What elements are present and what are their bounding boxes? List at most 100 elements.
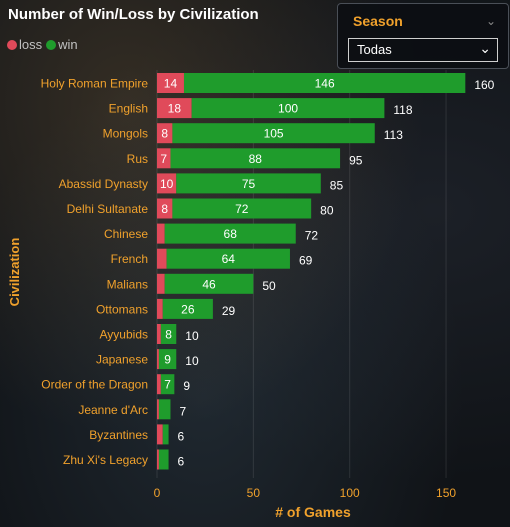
x-tick-label: 100 (340, 486, 360, 500)
bar-loss[interactable] (157, 123, 173, 144)
legend-win-label: win (58, 37, 78, 52)
bar-win[interactable] (162, 424, 169, 445)
category-label: Ayyubids (100, 328, 148, 342)
category-label: Delhi Sultanate (67, 202, 149, 216)
data-label-loss: 10 (160, 177, 174, 191)
slicer-collapse-icon[interactable]: ⌄ (485, 14, 496, 28)
category-label: Ottomans (96, 302, 148, 316)
category-label: English (109, 102, 148, 116)
chart-title: Number of Win/Loss by Civilization (8, 6, 259, 23)
data-label-win: 100 (278, 102, 298, 116)
bar-win[interactable] (160, 374, 175, 395)
category-label: Holy Roman Empire (41, 77, 149, 91)
bar-loss[interactable] (157, 324, 161, 344)
bar-win[interactable] (172, 123, 375, 144)
data-label-total: 160 (474, 78, 494, 92)
bar-loss[interactable] (157, 349, 159, 370)
bar-loss[interactable] (157, 198, 173, 219)
category-label: Rus (127, 152, 148, 166)
data-label-win: 7 (164, 378, 171, 392)
bar-loss[interactable] (157, 374, 161, 395)
data-label-win: 68 (224, 227, 238, 241)
x-tick-label: 0 (154, 486, 161, 500)
data-label-win: 105 (264, 127, 284, 141)
bar-win[interactable] (158, 399, 171, 420)
data-label-total: 80 (320, 204, 334, 218)
data-label-win: 46 (202, 277, 216, 291)
data-label-win: 75 (242, 177, 256, 191)
legend-win-dot (46, 39, 57, 50)
data-label-win: 146 (315, 77, 335, 91)
legend-item-win[interactable]: win (46, 37, 78, 52)
bar-win[interactable] (170, 148, 341, 169)
data-label-loss: 8 (161, 202, 168, 216)
data-label-win: 64 (222, 252, 236, 266)
legend-loss-dot (7, 39, 17, 50)
slicer-title: Season (353, 13, 403, 29)
data-label-win: 72 (235, 202, 249, 216)
category-label: Jeanne d'Arc (78, 403, 148, 417)
bar-loss[interactable] (157, 248, 167, 269)
bar-loss[interactable] (157, 223, 165, 244)
x-tick-label: 50 (247, 486, 261, 500)
bar-loss[interactable] (157, 298, 163, 319)
bar-win[interactable] (162, 298, 213, 319)
data-label-total: 7 (179, 404, 186, 418)
data-label-loss: 14 (164, 77, 178, 91)
category-label: Byzantines (89, 428, 148, 442)
data-label-total: 50 (262, 279, 276, 293)
category-label: Abassid Dynasty (59, 177, 148, 191)
x-axis-title: # of Games (275, 504, 351, 520)
legend-item-loss[interactable]: loss (7, 37, 42, 52)
data-label-win: 88 (249, 152, 263, 166)
bar-win[interactable] (176, 173, 321, 194)
data-label-total: 95 (349, 153, 363, 167)
category-label: Chinese (104, 227, 148, 241)
bar-loss[interactable] (157, 73, 184, 93)
bar-win[interactable] (191, 98, 385, 119)
data-label-total: 72 (305, 229, 319, 243)
bar-win[interactable] (164, 223, 296, 244)
season-slicer: Season ⌄ Todas ⌄ (337, 3, 509, 69)
category-label: Zhu Xi's Legacy (63, 453, 148, 467)
bar-win[interactable] (183, 73, 466, 93)
bar-win[interactable] (160, 324, 177, 344)
data-label-loss: 8 (161, 127, 168, 141)
legend: loss win (7, 37, 78, 52)
x-tick-label: 150 (436, 486, 456, 500)
bar-win[interactable] (164, 273, 254, 294)
bar-loss[interactable] (157, 273, 165, 294)
bar-loss[interactable] (157, 399, 159, 420)
chevron-down-icon: ⌄ (479, 40, 491, 56)
data-label-total: 118 (393, 103, 412, 117)
data-label-total: 10 (185, 354, 199, 368)
data-label-win: 8 (165, 328, 172, 342)
bar-win[interactable] (158, 449, 169, 470)
bar-loss[interactable] (157, 424, 163, 445)
data-label-loss: 7 (160, 152, 167, 166)
data-label-total: 6 (178, 455, 185, 469)
data-label-loss: 18 (168, 102, 182, 116)
category-label: Mongols (103, 127, 148, 141)
bar-loss[interactable] (157, 98, 192, 119)
bar-loss[interactable] (157, 148, 171, 169)
legend-loss-label: loss (19, 37, 43, 52)
bar-win[interactable] (172, 198, 312, 219)
data-label-win: 26 (181, 302, 195, 316)
bar-win[interactable] (158, 349, 177, 370)
bar-win[interactable] (166, 248, 290, 269)
season-dropdown-value: Todas (357, 42, 392, 57)
category-label: Japanese (96, 353, 148, 367)
bar-loss[interactable] (157, 173, 177, 194)
data-label-total: 10 (185, 329, 199, 343)
category-label: Order of the Dragon (41, 378, 148, 392)
data-label-total: 6 (178, 429, 185, 443)
data-label-total: 29 (222, 304, 236, 318)
y-axis-title: Civilization (7, 238, 22, 307)
bar-loss[interactable] (157, 449, 159, 470)
data-label-total: 69 (299, 254, 313, 268)
category-label: French (111, 252, 148, 266)
season-dropdown[interactable]: Todas ⌄ (348, 38, 498, 62)
category-label: Malians (107, 277, 148, 291)
